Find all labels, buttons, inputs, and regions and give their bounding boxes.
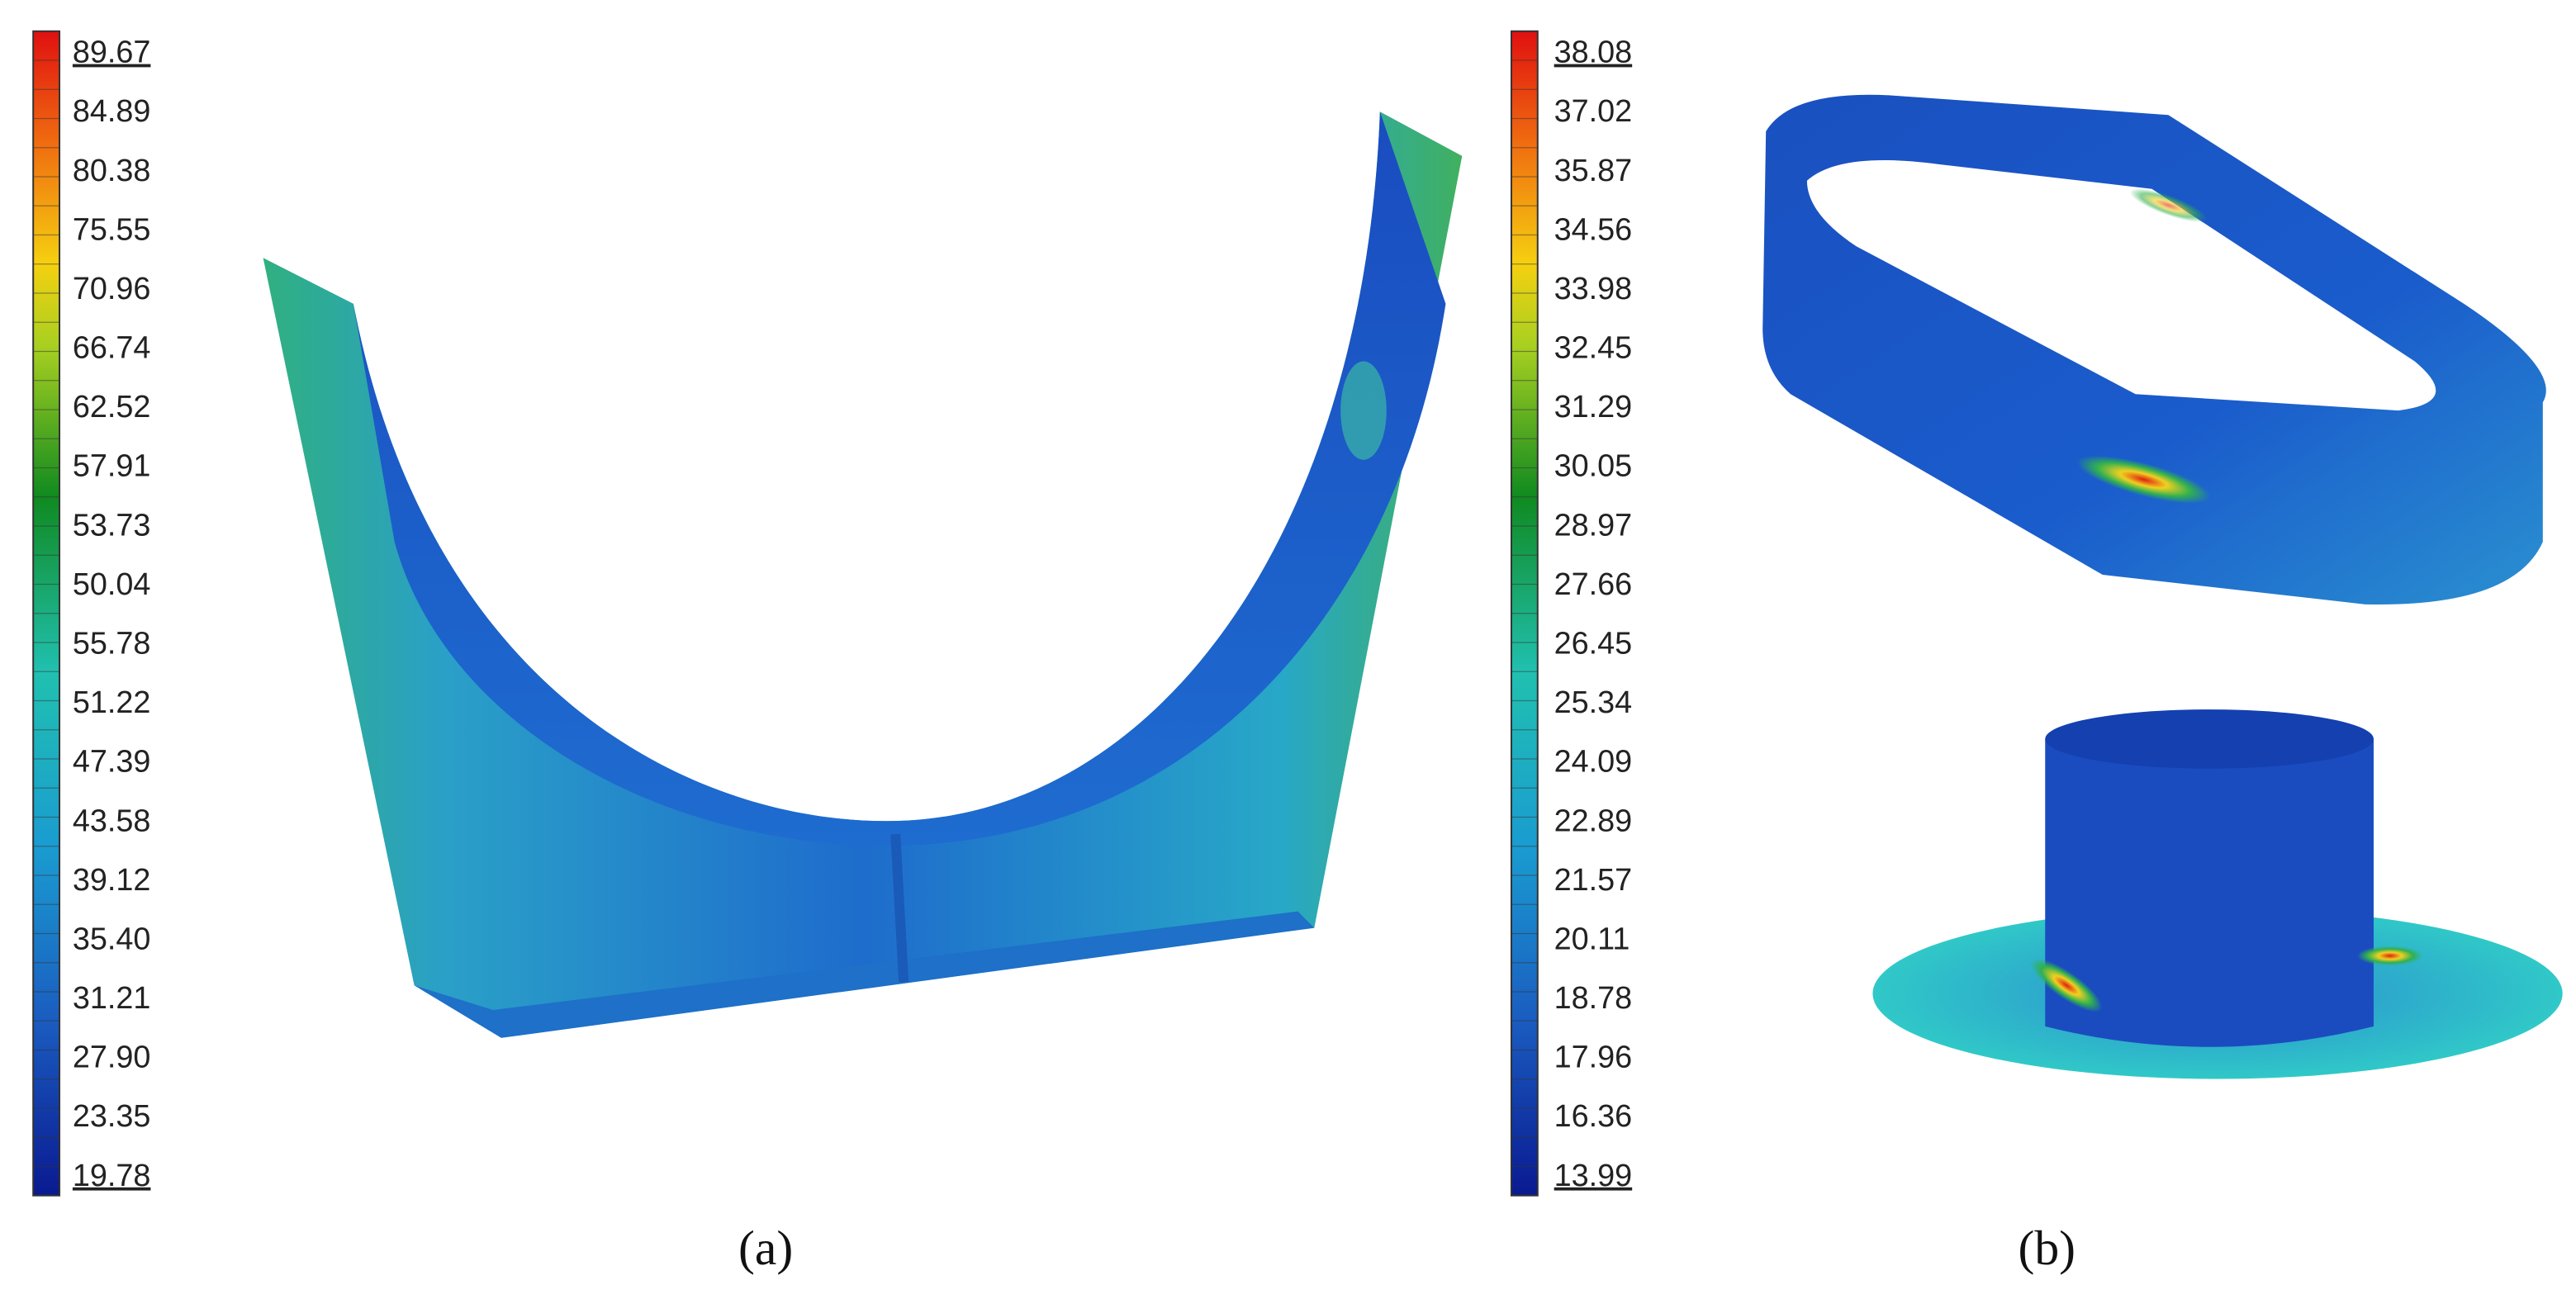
bracket-body	[263, 111, 1463, 1038]
bracket-spot	[1340, 361, 1387, 460]
bracket-rib	[890, 833, 909, 983]
legend-label: 38.08	[1554, 36, 1633, 70]
panel-label: (b)	[2018, 1221, 2076, 1275]
ring-hotspot	[2076, 455, 2211, 504]
legend-label: 47.39	[73, 745, 151, 780]
ring-hole	[1806, 159, 2436, 411]
legend-label: 23.35	[73, 1099, 151, 1134]
legend-label: 17.96	[1554, 1041, 1633, 1075]
legend-label: 16.36	[1554, 1099, 1633, 1134]
legend-label: 27.66	[1554, 567, 1633, 602]
flange-hotspot	[2030, 958, 2103, 1012]
legend-label: 32.45	[1554, 331, 1633, 366]
legend-label: 34.56	[1554, 212, 1633, 247]
legend-label: 35.40	[73, 922, 151, 956]
flange-hotspot	[2357, 946, 2423, 966]
legend-label: 18.78	[1554, 981, 1633, 1016]
cylinder-top	[2045, 709, 2374, 769]
panel-label: (a)	[738, 1221, 793, 1275]
legend-label: 35.87	[1554, 154, 1633, 188]
legend-label: 53.73	[73, 508, 151, 543]
legend-label: 84.89	[73, 94, 151, 129]
legend-label: 30.05	[1554, 449, 1633, 484]
legend-label: 50.04	[73, 567, 151, 602]
legend-label: 27.90	[73, 1041, 151, 1075]
legend-label: 13.99	[1554, 1159, 1633, 1193]
legend-label: 24.09	[1554, 745, 1633, 780]
legend-label: 31.21	[73, 981, 151, 1016]
legend-label: 43.58	[73, 804, 151, 838]
legend-label: 26.45	[1554, 627, 1633, 661]
legend-label: 57.91	[73, 449, 151, 484]
legend-label: 37.02	[1554, 94, 1633, 129]
legend-label: 51.22	[73, 685, 151, 720]
legend-label: 19.78	[73, 1159, 151, 1193]
bracket-base	[414, 911, 1315, 1038]
legend-label: 21.57	[1554, 863, 1633, 898]
legend-label: 28.97	[1554, 508, 1633, 543]
legend-label: 33.98	[1554, 272, 1633, 306]
legend-label: 62.52	[73, 390, 151, 424]
legend-label: 20.11	[1554, 922, 1630, 956]
legend-label: 75.55	[73, 212, 151, 247]
cylinder	[2045, 738, 2374, 1047]
ring-hotspot	[2129, 188, 2208, 222]
legend-label: 25.34	[1554, 685, 1633, 720]
colorbar-bands	[33, 59, 1538, 1168]
legend-label: 70.96	[73, 272, 151, 306]
legend-label: 39.12	[73, 863, 151, 898]
legend-label: 66.74	[73, 331, 151, 366]
legend-label: 89.67	[73, 36, 151, 70]
legend-label: 55.78	[73, 627, 151, 661]
legend-label: 80.38	[73, 154, 151, 188]
legend-label: 31.29	[1554, 390, 1633, 424]
legend-label: 22.89	[1554, 804, 1633, 838]
